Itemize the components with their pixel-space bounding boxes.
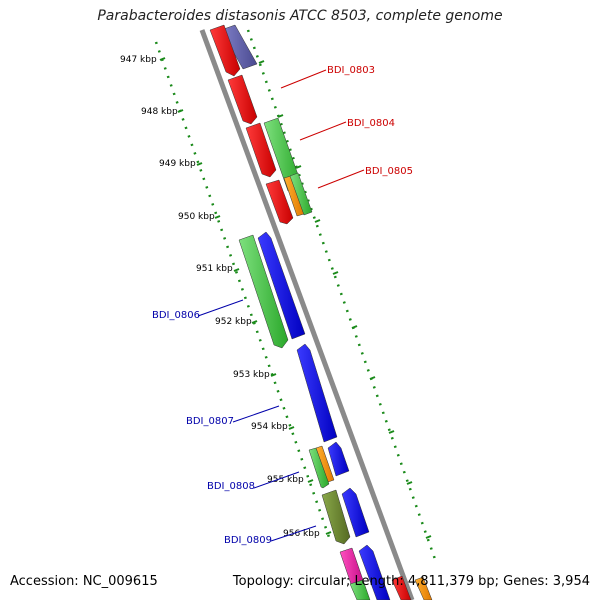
tick-label-949: 949 kbp (159, 159, 196, 169)
gene-label-bdi0804[interactable]: BDI_0804 (347, 118, 395, 129)
gene-arrow-bdi0806[interactable] (238, 234, 289, 349)
topology-text: Topology: circular; Length: 4,811,379 bp… (232, 574, 590, 589)
tick-label-948: 948 kbp (141, 107, 178, 117)
leader-bdi0803 (280, 69, 327, 89)
gene-arrow-bdi0808[interactable] (308, 447, 330, 489)
leader-bdi0805 (317, 169, 365, 189)
gene-label-bdi0806[interactable]: BDI_0806 (152, 310, 200, 321)
tick-label-950: 950 kbp (178, 212, 215, 222)
tick-label-952: 952 kbp (215, 317, 252, 327)
genome-backbone (199, 29, 415, 600)
tick-label-955: 955 kbp (267, 475, 304, 485)
gene-arrow-navy[interactable] (220, 24, 258, 70)
gene-arrow-blue-2[interactable] (296, 343, 338, 443)
gene-arrow-red-1[interactable] (209, 24, 241, 77)
tick-label-947: 947 kbp (120, 55, 157, 65)
leader-bdi0808 (253, 471, 300, 489)
gene-arrow-blue-4[interactable] (341, 487, 370, 538)
gene-label-bdi0803[interactable]: BDI_0803 (327, 65, 375, 76)
tick-label-954: 954 kbp (251, 422, 288, 432)
leader-bdi0809 (270, 525, 317, 542)
outer-major-ticks (258, 60, 432, 539)
gene-arrow-blue-3[interactable] (327, 441, 350, 477)
gene-arrow-red-3[interactable] (245, 122, 277, 178)
gene-arrow-orange-bottom[interactable] (414, 576, 433, 600)
gene-arrow-blue-5[interactable] (358, 544, 391, 600)
gene-arrow-blue-1[interactable] (257, 231, 306, 340)
gene-arrow-bottom-mixed[interactable] (349, 579, 371, 600)
gene-arrow-red-bottom[interactable] (391, 575, 412, 600)
tick-label-951: 951 kbp (196, 264, 233, 274)
leader-bdi0807 (232, 405, 280, 423)
gene-label-bdi0808[interactable]: BDI_0808 (207, 481, 255, 492)
gene-arrow-bdi0803[interactable] (227, 74, 258, 125)
gene-arrow-bdi0809[interactable] (321, 489, 351, 545)
accession-text: Accession: NC_009615 (10, 574, 158, 589)
inner-major-ticks (159, 57, 332, 535)
tick-label-956: 956 kbp (283, 529, 320, 539)
leader-bdi0804 (299, 121, 347, 141)
map-title: Parabacteroides distasonis ATCC 8503, co… (97, 8, 503, 24)
tick-label-953: 953 kbp (233, 370, 270, 380)
gene-arrow-bdi0805[interactable] (265, 179, 294, 225)
leader-bdi0806 (197, 299, 244, 317)
gene-arrow-green-2[interactable] (289, 172, 313, 216)
gene-label-bdi0805[interactable]: BDI_0805 (365, 166, 413, 177)
gene-label-bdi0807[interactable]: BDI_0807 (186, 416, 234, 427)
gene-label-bdi0809[interactable]: BDI_0809 (224, 535, 272, 546)
